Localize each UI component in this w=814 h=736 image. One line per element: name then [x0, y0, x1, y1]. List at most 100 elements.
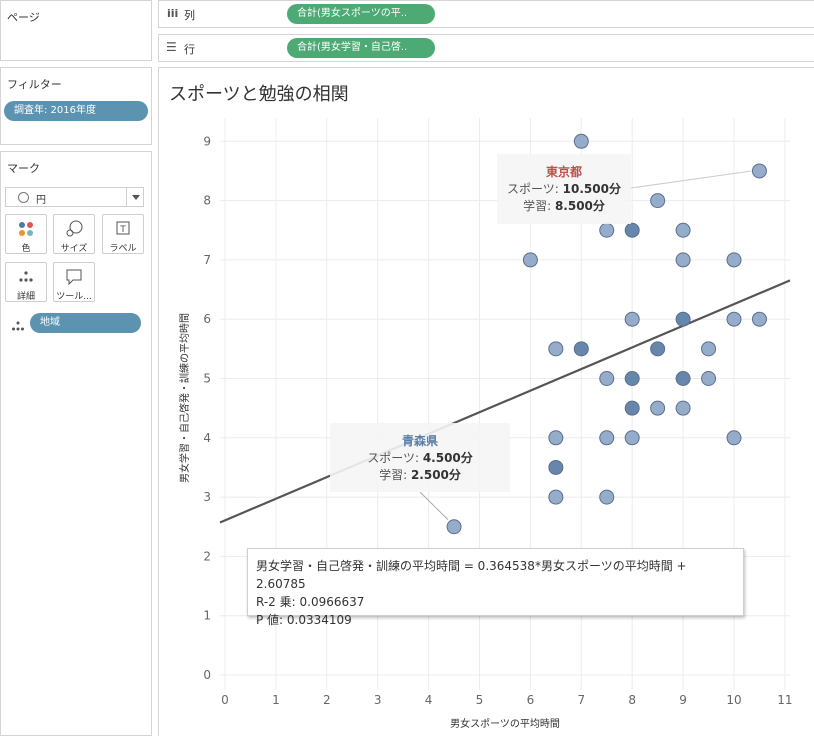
trend-line[interactable] [219, 279, 791, 524]
columns-label: 列 [184, 9, 195, 22]
data-point[interactable] [548, 341, 564, 357]
view-pane [158, 67, 814, 736]
marks-tooltip-label: ツール... [56, 292, 92, 302]
color-icon [6, 219, 46, 241]
annotation-aomori-title: 青森県 [401, 434, 438, 448]
annotation-tokyo-study: 学習: 8.500分 [497, 197, 631, 214]
x-tick-label: 2 [323, 693, 331, 707]
aomori-sports-value: 4.500分 [422, 451, 473, 465]
x-tick-label: 10 [726, 693, 741, 707]
tokyo-sports-label: スポーツ: [507, 182, 559, 196]
pages-pane: ページ [0, 0, 152, 61]
y-axis-ticks: 0 1 2 3 4 5 6 7 8 9 [203, 134, 211, 682]
detail-icon [6, 267, 46, 289]
data-point[interactable] [599, 371, 615, 386]
columns-shelf: iii 列 合計(男女スポーツの平.. [158, 0, 814, 28]
x-tick-label: 5 [476, 693, 484, 707]
data-point[interactable] [446, 519, 462, 535]
y-axis-label: 男女学習・自己啓発・訓練の平均時間 [178, 313, 191, 483]
detail-icon [11, 317, 25, 336]
data-point[interactable] [726, 430, 742, 446]
data-point[interactable] [675, 222, 691, 238]
tokyo-study-value: 8.500分 [554, 199, 605, 213]
annotation-aomori[interactable]: 青森県 スポーツ: 4.500分 学習: 2.500分 [330, 423, 510, 492]
data-point[interactable] [650, 193, 666, 209]
marks-color-label: 色 [21, 244, 31, 254]
rows-shelf: ☰ 行 合計(男女学習・自己啓.. [158, 34, 814, 62]
aomori-study-label: 学習: [379, 468, 408, 482]
marks-detail-button[interactable]: 詳細 [5, 262, 47, 302]
rows-pill[interactable]: 合計(男女学習・自己啓.. [287, 38, 435, 58]
tokyo-study-label: 学習: [523, 199, 552, 213]
tokyo-sports-value: 10.500分 [562, 182, 621, 196]
data-point[interactable] [726, 311, 742, 327]
data-point[interactable] [599, 489, 615, 505]
x-axis-ticks: 0 1 2 3 4 5 6 7 8 9 10 11 [221, 693, 792, 707]
annotation-aomori-study: 学習: 2.500分 [330, 466, 510, 483]
aomori-sports-label: スポーツ: [367, 451, 419, 465]
data-point[interactable] [548, 489, 564, 505]
data-point[interactable] [599, 222, 615, 238]
marks-detail-label: 詳細 [16, 292, 35, 302]
data-point[interactable] [548, 430, 564, 446]
mark-type-dropdown[interactable]: 円 [5, 187, 144, 207]
data-point[interactable] [701, 341, 717, 357]
marks-color-button[interactable]: 色 [5, 214, 47, 254]
data-points [446, 133, 767, 535]
y-tick-label: 9 [203, 134, 211, 148]
data-point[interactable] [751, 163, 767, 179]
size-icon [54, 219, 94, 241]
data-point[interactable] [751, 311, 767, 327]
data-point[interactable] [573, 341, 589, 357]
annotation-tokyo[interactable]: 東京都 スポーツ: 10.500分 学習: 8.500分 [497, 154, 631, 224]
data-point[interactable] [573, 133, 589, 149]
data-point[interactable] [624, 400, 640, 416]
mark-type-label: 円 [36, 195, 46, 206]
data-point[interactable] [675, 252, 691, 268]
data-point[interactable] [701, 371, 717, 386]
annotation-aomori-sports: スポーツ: 4.500分 [330, 449, 510, 466]
columns-pill[interactable]: 合計(男女スポーツの平.. [287, 4, 435, 24]
filters-title: フィルター [7, 78, 62, 91]
data-point[interactable] [624, 371, 640, 386]
y-tick-label: 7 [203, 253, 211, 267]
data-point[interactable] [624, 222, 640, 238]
data-point[interactable] [726, 252, 742, 268]
y-tick-label: 4 [203, 431, 211, 445]
trend-r2: R-2 乗: 0.0966637 [256, 595, 365, 609]
y-tick-label: 2 [203, 549, 211, 563]
chart-title: スポーツと勉強の相関 [169, 84, 349, 105]
y-tick-label: 3 [203, 490, 211, 504]
x-tick-label: 0 [221, 693, 229, 707]
y-tick-label: 1 [203, 609, 211, 623]
x-tick-label: 3 [374, 693, 382, 707]
x-axis-label: 男女スポーツの平均時間 [450, 717, 560, 730]
dropdown-divider [126, 188, 127, 206]
marks-size-button[interactable]: サイズ [53, 214, 95, 254]
filter-pill-year[interactable]: 調査年: 2016年度 [4, 101, 148, 121]
data-point[interactable] [599, 430, 615, 446]
data-point[interactable] [650, 341, 666, 357]
y-tick-label: 6 [203, 312, 211, 326]
data-point[interactable] [548, 459, 564, 475]
x-tick-label: 9 [679, 693, 687, 707]
data-point[interactable] [675, 311, 691, 327]
trend-equation: 男女学習・自己啓発・訓練の平均時間 = 0.364538*男女スポーツの平均時間… [256, 559, 687, 591]
data-point[interactable] [675, 400, 691, 416]
data-point[interactable] [650, 400, 666, 416]
data-point[interactable] [675, 371, 691, 386]
data-point[interactable] [624, 311, 640, 327]
marks-title: マーク [7, 162, 40, 175]
trend-tooltip: 男女学習・自己啓発・訓練の平均時間 = 0.364538*男女スポーツの平均時間… [247, 548, 744, 627]
annotation-tokyo-title: 東京都 [545, 165, 582, 179]
detail-pill-region[interactable]: 地域 [30, 313, 141, 333]
x-tick-label: 6 [527, 693, 535, 707]
marks-label-button[interactable]: T ラベル [102, 214, 144, 254]
x-tick-label: 1 [272, 693, 280, 707]
chevron-down-icon [132, 195, 140, 200]
trend-p-value: P 値: 0.0334109 [256, 613, 352, 627]
data-point[interactable] [522, 252, 538, 268]
data-point[interactable] [624, 430, 640, 446]
marks-tooltip-button[interactable]: ツール... [53, 262, 95, 302]
